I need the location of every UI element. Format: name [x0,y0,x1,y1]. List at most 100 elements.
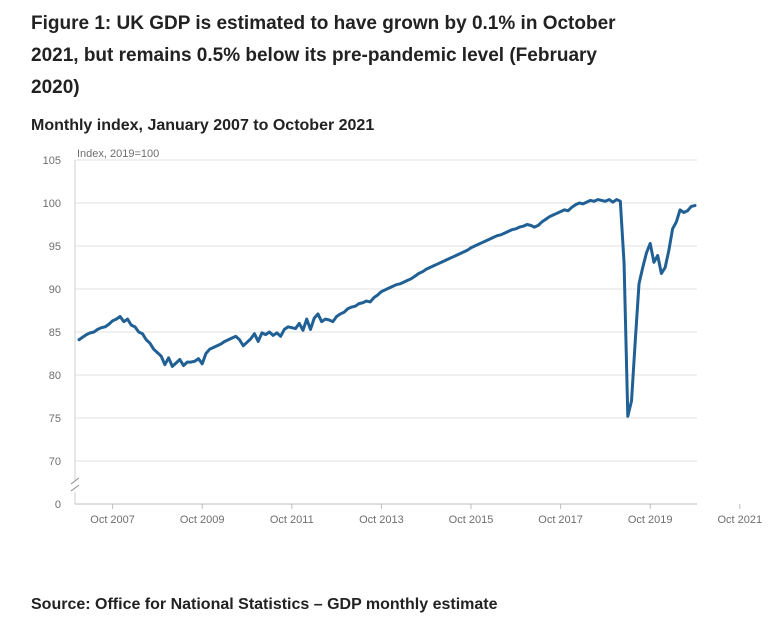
data-point [350,305,353,309]
data-point [578,201,581,205]
data-point [600,199,603,202]
data-point [279,335,282,338]
data-point [223,340,226,343]
data-point [544,218,547,221]
data-point [81,335,84,339]
data-point [167,356,170,359]
data-point [395,283,398,286]
data-point [495,234,499,237]
data-point [514,227,517,230]
data-point [212,346,215,349]
data-point [406,279,409,282]
series-layer [77,198,697,418]
data-point [466,249,469,252]
data-point [253,332,256,335]
data-point [115,317,118,321]
data-point [555,212,559,215]
data-point [260,331,264,335]
data-point [615,198,618,201]
data-point [189,360,193,364]
x-tick-label: Oct 2011 [270,514,314,526]
data-point [484,239,488,243]
data-point [630,399,633,402]
data-point [130,323,133,327]
data-point [365,299,368,303]
figure-title: Figure 1: UK GDP is estimated to have gr… [31,13,616,98]
data-point [626,415,629,418]
data-point [417,272,420,275]
data-point [361,301,364,304]
data-point [264,333,267,336]
data-point [458,252,461,255]
figure-subtitle: Monthly index, January 2007 to October 2… [31,117,375,134]
x-tick-label: Oct 2013 [359,514,404,526]
y-tick-label: 90 [49,284,61,296]
data-point [133,325,137,329]
data-point [645,251,648,255]
data-point [488,237,491,241]
data-point [331,320,335,323]
data-point [413,274,417,278]
data-point [85,333,88,336]
data-point [100,326,103,329]
data-point [693,204,697,207]
data-point [171,365,174,368]
data-point [503,231,506,235]
data-point [540,220,544,224]
data-point [197,357,200,360]
data-point [387,286,391,290]
data-point [507,230,510,233]
data-point [537,224,540,227]
data-point [589,199,592,202]
data-point [649,242,652,245]
data-point [324,317,327,321]
data-point [563,208,566,212]
data-point [678,208,682,212]
data-point [178,358,181,361]
data-point [320,320,323,323]
data-point [671,227,674,230]
data-point [574,203,577,206]
series-line [77,198,697,418]
data-point [242,344,245,347]
y-tick-label: 100 [43,198,61,210]
data-point [454,254,458,257]
data-point [77,338,81,341]
data-point [518,225,521,229]
data-point [432,264,435,267]
data-point [111,319,114,323]
data-point [141,332,144,335]
data-point [686,209,689,212]
data-point [89,331,92,335]
data-point [690,205,693,208]
data-point [533,225,536,229]
data-point [667,249,671,252]
data-point [290,326,293,329]
y-tick-label: 105 [43,155,61,167]
data-point [372,296,376,299]
data-point [271,334,275,337]
data-point [380,290,383,293]
y-tick-label: 80 [49,370,61,382]
data-point [634,339,637,342]
data-point [525,223,529,226]
data-point [398,282,402,286]
y-tick-label: 75 [49,413,61,425]
data-point [510,228,514,231]
data-point [641,266,644,269]
data-point [126,317,129,321]
data-point [204,352,208,355]
data-point [566,209,570,212]
data-point [477,243,480,246]
data-point [342,311,346,314]
data-point [637,282,641,286]
data-point [137,330,140,334]
y-tick-label: 95 [49,241,61,253]
data-point [391,285,394,288]
data-point [335,315,338,318]
data-point [238,338,241,341]
data-point [257,340,260,343]
gdp-line-chart: 0 70 75 80 85 90 95 100 105 Index, 2019=100 Oct 20… [43,148,762,526]
data-point [436,262,439,266]
y-tick-label: 70 [49,456,61,468]
